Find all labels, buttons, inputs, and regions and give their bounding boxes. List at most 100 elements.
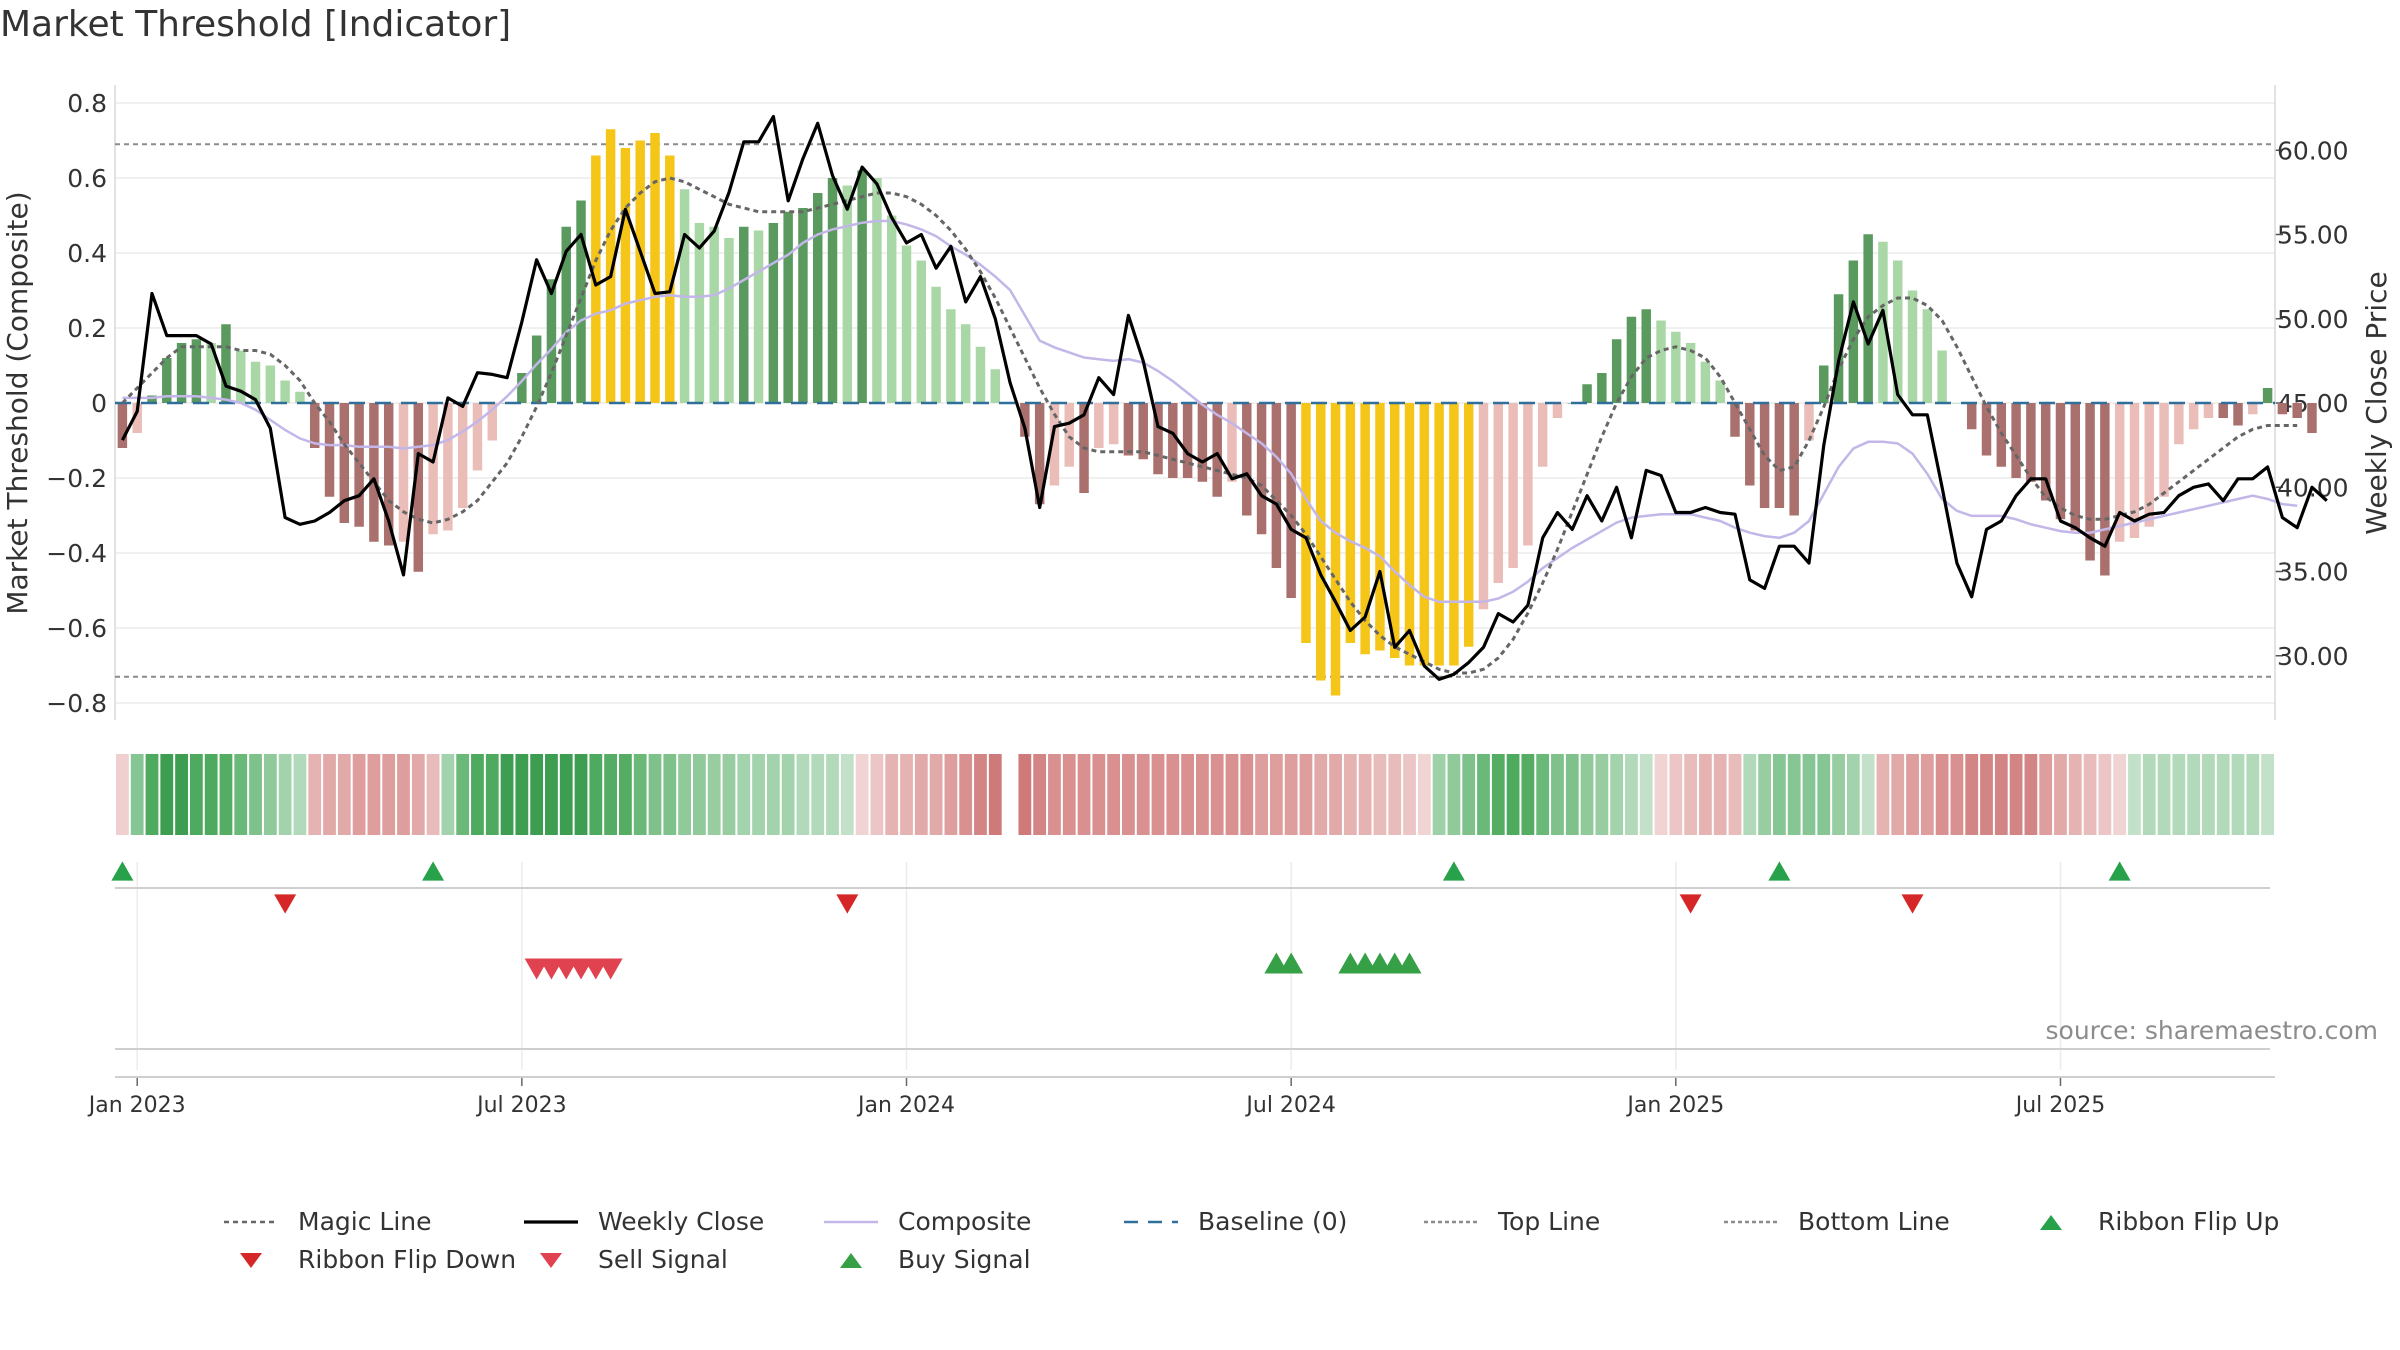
ribbon-cell [530, 754, 544, 835]
ribbon-cell [589, 754, 603, 835]
ribbon-cell [1551, 754, 1564, 835]
ribbon-cell [1639, 754, 1653, 835]
composite-bar [2055, 403, 2066, 520]
composite-bar [946, 309, 956, 403]
ribbon-cell [1506, 754, 1520, 835]
ribbon-cell [2216, 754, 2230, 835]
composite-bar [2174, 403, 2184, 445]
legend-label: Weekly Close [598, 1206, 765, 1236]
ribbon-cell [249, 754, 262, 835]
composite-bar [1981, 403, 1992, 456]
ribbon-cell [411, 754, 425, 835]
composite-bar [753, 230, 764, 403]
ribbon-cell [1684, 754, 1698, 835]
composite-bar [2026, 403, 2036, 482]
composite-bar [1685, 343, 1696, 403]
legend-item: Composite [820, 1207, 1120, 1236]
composite-bar [635, 140, 645, 403]
ribbon-cell [1536, 754, 1550, 835]
ribbon-cell [160, 754, 174, 835]
buy-signal-marker [1279, 952, 1304, 974]
ribbon-cell [2246, 754, 2260, 835]
composite-bar [1212, 403, 1222, 497]
ribbon-cell [263, 754, 277, 835]
composite-bar [1878, 241, 1888, 403]
ribbon-cell [1417, 754, 1431, 835]
ribbon-cell [885, 754, 899, 835]
composite-bar [487, 403, 497, 441]
composite-bar [2085, 403, 2095, 561]
ribbon-cell [1299, 754, 1313, 835]
legend-item: Top Line [1420, 1207, 1720, 1236]
composite-bar [2307, 403, 2317, 433]
composite-bar [546, 279, 557, 403]
y-axis-label-left: Market Threshold (Composite) [1, 191, 34, 614]
composite-bar [650, 133, 660, 403]
composite-bar [694, 223, 705, 403]
ribbon-cell [1136, 754, 1150, 835]
composite-bar [1952, 403, 1962, 404]
composite-bar [428, 403, 438, 535]
legend-item: Bottom Line [1720, 1207, 2020, 1236]
composite-bar [250, 361, 261, 403]
legend-item: Weekly Close [520, 1207, 820, 1236]
right-tick-label: 50.00 [2277, 305, 2349, 334]
composite-bar [1789, 403, 1799, 516]
ribbon-cell [1669, 754, 1683, 835]
ribbon-cell [2009, 754, 2023, 835]
composite-bar [605, 129, 616, 403]
ribbon-cell [456, 754, 470, 835]
ribbon-cell [648, 754, 662, 835]
ribbon-cell [900, 754, 913, 835]
legend-swatch [2040, 1215, 2062, 1230]
ribbon-cell [944, 754, 958, 835]
composite-bar [1656, 320, 1666, 403]
ribbon-cell [1314, 754, 1328, 835]
composite-bar [1197, 403, 1208, 482]
composite-bar [798, 208, 808, 403]
ribbon-cell [204, 754, 218, 835]
left-tick-label: 0 [91, 389, 107, 418]
ribbon-cell [722, 754, 736, 835]
composite-bar [221, 324, 231, 403]
composite-bar [960, 324, 971, 403]
ribbon-cell [1403, 754, 1416, 835]
ribbon-cell [1269, 754, 1283, 835]
ribbon-cell [663, 754, 677, 835]
ribbon-cell [175, 754, 188, 835]
composite-bar [1360, 403, 1370, 655]
left-tick-label: −0.6 [46, 614, 107, 643]
composite-bar [1123, 403, 1134, 456]
ribbon-cell [1610, 754, 1624, 835]
ribbon-cell [1787, 754, 1801, 835]
composite-bar [709, 226, 719, 403]
composite-bar [280, 380, 290, 403]
composite-bar [2040, 403, 2051, 501]
composite-bar [1819, 365, 1829, 403]
composite-bar [147, 395, 157, 403]
composite-bar [886, 215, 897, 403]
weekly-close-line [120, 114, 2328, 681]
composite-bar [1493, 403, 1504, 583]
ribbon-cell [1062, 754, 1076, 835]
composite-bar [1345, 403, 1356, 643]
composite-bar [1301, 403, 1311, 643]
composite-bar [443, 403, 453, 531]
ribbon-cell [1580, 754, 1594, 835]
ribbon-cell [929, 754, 943, 835]
composite-bar [309, 403, 320, 448]
ribbon-cell [707, 754, 721, 835]
ribbon-cell [2142, 754, 2156, 835]
composite-bar [2292, 403, 2302, 418]
left-tick-label: 0.6 [67, 164, 107, 193]
ribbon-cell [1018, 754, 1032, 835]
composite-bar [1611, 339, 1622, 403]
ribbon-cell [367, 754, 381, 835]
ribbon-cell [397, 754, 410, 835]
ribbon-cell [2054, 754, 2067, 835]
composite-bar [1893, 260, 1903, 403]
ribbon-cell [855, 754, 869, 835]
ribbon-cell [1210, 754, 1224, 835]
ribbon-cell [323, 754, 336, 835]
composite-bar [1330, 403, 1341, 696]
